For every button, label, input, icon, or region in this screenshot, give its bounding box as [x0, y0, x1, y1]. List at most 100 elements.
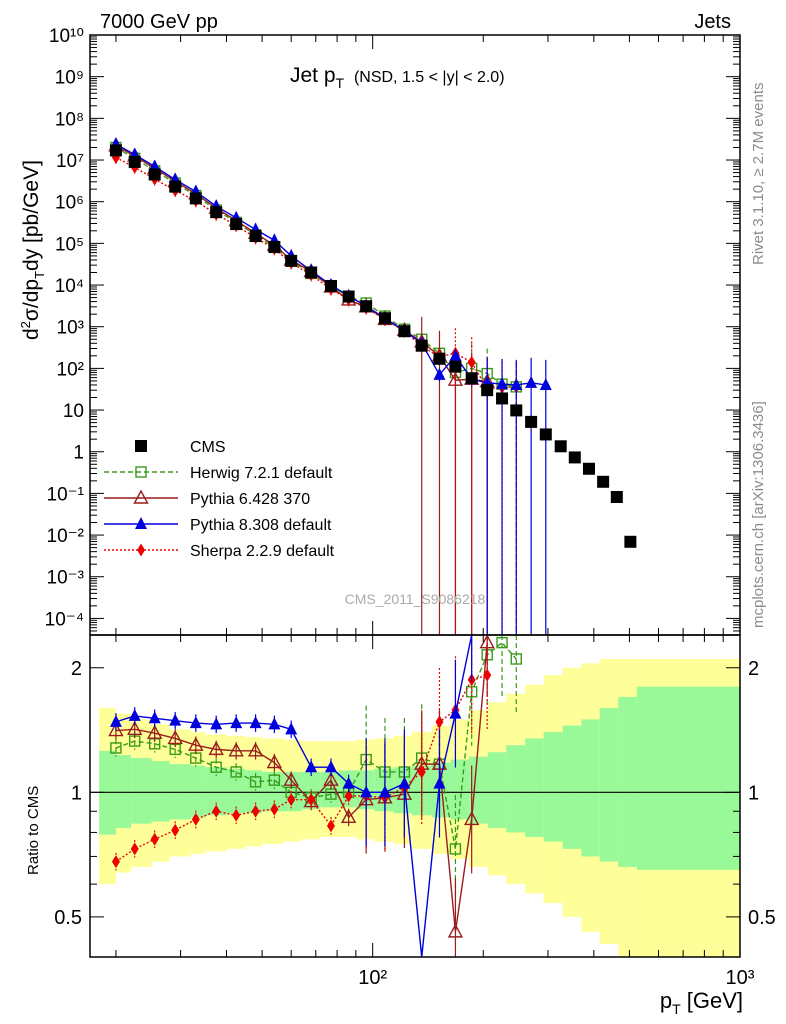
chart-title: Jet pT (NSD, 1.5 < |y| < 2.0) [290, 64, 505, 93]
ratio-point [463, 810, 480, 826]
cms-data-point [169, 180, 182, 193]
ratio-point [249, 776, 262, 788]
ratio-point [110, 742, 122, 754]
cms-data-point [415, 339, 428, 352]
legend-label: CMS [190, 439, 226, 456]
y-tick-label: 1 [73, 443, 84, 464]
y-tick-label: 10⁶ [55, 193, 84, 214]
ratio-point [326, 819, 335, 833]
cms-data-point [128, 155, 141, 168]
uncertainty-band-inner [636, 686, 740, 870]
cms-data-point [148, 168, 161, 181]
main-panel: 10⁻⁴ 10⁻³ 10⁻² 10⁻¹ 1 10 10² 10³ 10⁴ 10⁵ 10⁶ 10⁷ 10⁸… [45, 26, 741, 957]
cms-data-point [597, 475, 610, 488]
ratio-point [270, 802, 279, 816]
ratio-point [148, 711, 161, 724]
chart-title-sub: T [336, 75, 345, 91]
cms-data-point [305, 266, 318, 279]
ratio-point [305, 760, 318, 773]
y-tick-label: 10⁻⁴ [45, 609, 84, 630]
ratio-point [247, 742, 264, 757]
ratio-point [268, 774, 281, 786]
cms-data-point [360, 300, 373, 313]
ratio-point [212, 804, 221, 818]
ratio-point [147, 724, 163, 739]
data-point [510, 377, 523, 390]
cms-data-point [433, 352, 446, 365]
cms-data-point [496, 392, 509, 405]
cms-data-point [109, 144, 122, 157]
ratio-point [251, 804, 260, 818]
ratio-point [378, 785, 391, 798]
data-point [539, 377, 552, 390]
uncertainty-band-inner [226, 768, 246, 814]
legend-marker [133, 489, 149, 504]
uncertainty-band-inner [562, 725, 582, 849]
ratio-point [398, 776, 411, 789]
cms-data-point [539, 428, 552, 441]
cms-data-point [210, 206, 223, 219]
legend-label: Herwig 7.2.1 default [190, 465, 333, 482]
y-tick-label: 10⁵ [55, 234, 84, 255]
ratio-point [208, 740, 224, 756]
legend-marker [135, 466, 147, 478]
ratio-point [111, 855, 120, 869]
cms-data-point [554, 440, 567, 453]
ratio-tick-label-right: 0.5 [748, 907, 776, 929]
uncertainty-band-inner [205, 767, 227, 816]
y-tick-label: 10¹⁰ [49, 26, 84, 47]
legend-label: Pythia 8.308 default [190, 517, 332, 534]
cms-data-point [624, 535, 637, 548]
ratio-point [130, 842, 139, 856]
ratio-point [169, 713, 182, 726]
uncertainty-band-inner [190, 765, 206, 818]
data-point [496, 377, 509, 390]
ratio-point [230, 766, 242, 778]
header-left: 7000 GeV pp [100, 11, 218, 33]
uncertainty-band-inner [543, 731, 563, 842]
top-ylabel: d2σ/dpTdy [pb/GeV] [18, 160, 47, 340]
ratio-point [287, 793, 296, 807]
cms-data-point [268, 240, 281, 253]
ratio-point [228, 742, 244, 757]
ratio-point [340, 808, 357, 824]
cms-data-point [285, 254, 298, 267]
legend-label: Sherpa 2.2.9 default [190, 543, 335, 560]
ratio-point [109, 714, 122, 727]
y-tick-label: 10⁻³ [47, 568, 85, 589]
y-tick-label: 10⁷ [56, 151, 84, 172]
ratio-point [449, 843, 462, 855]
ratio-point [433, 776, 446, 789]
xlabel: pT [GeV] [660, 988, 743, 1017]
y-tick-label: 10⁻² [47, 526, 85, 547]
ratio-point [449, 706, 462, 719]
ratio-point [447, 923, 464, 938]
cms-data-point [525, 415, 538, 428]
legend-marker [135, 440, 147, 452]
uncertainty-band-inner [506, 745, 526, 833]
ratio-point [268, 717, 281, 730]
ratio-point [435, 715, 444, 729]
ratio-point [344, 789, 353, 803]
ratio-panel: 10² 10³ 0.5 0.5 1 1 2 2 [54, 35, 776, 989]
cms-data-point [582, 462, 595, 475]
ratio-point [127, 720, 143, 736]
ratio-point [189, 716, 202, 729]
ratio-point [325, 788, 337, 800]
cms-data-point [230, 218, 243, 231]
ratio-point [171, 823, 180, 837]
y-tick-label: 10⁸ [55, 109, 84, 130]
ratio-point [307, 793, 316, 807]
legend-marker [135, 517, 147, 529]
ratio-point [417, 765, 426, 779]
legend-marker [137, 543, 145, 557]
data-point [467, 355, 476, 369]
chart-title-main: Jet p [290, 64, 336, 87]
ratio-point [496, 636, 508, 649]
cms-data-point [449, 360, 462, 373]
ratio-point [285, 722, 298, 735]
cms-data-point [568, 451, 581, 464]
ratio-point [283, 771, 299, 786]
ratio-point [342, 776, 355, 789]
